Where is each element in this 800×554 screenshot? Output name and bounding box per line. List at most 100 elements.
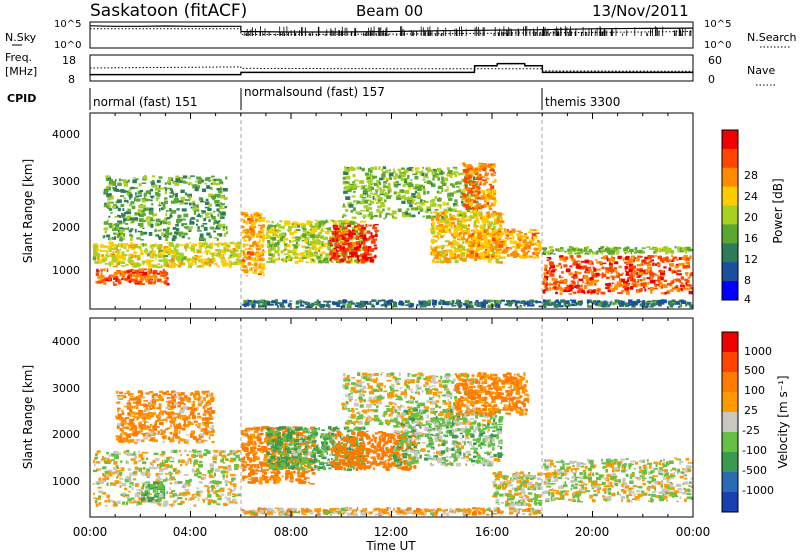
heatmap-cell [426,208,431,212]
heatmap-cell [572,281,575,284]
heatmap-cell [430,251,432,255]
heatmap-cell [497,236,501,239]
heatmap-cell [334,256,339,261]
heatmap-cell [271,220,274,224]
heatmap-cell [628,258,632,262]
heatmap-cell [172,235,177,240]
heatmap-cell [364,220,367,223]
heatmap-cell [629,248,635,252]
heatmap-cell [259,216,262,219]
heatmap-cell [167,232,173,236]
heatmap-cell [463,214,467,218]
heatmap-cell [108,186,111,191]
heatmap-cell [609,301,612,306]
heatmap-cell [380,201,385,206]
heatmap-cell [170,212,172,216]
heatmap-cell [373,224,376,227]
heatmap-cell [501,250,507,254]
heatmap-cell [203,242,208,246]
heatmap-cell [586,299,590,303]
heatmap-cell [498,243,504,248]
heatmap-cell [223,232,227,237]
heatmap-cell [470,167,474,170]
heatmap-cell [205,261,211,265]
heatmap-cell [329,238,334,241]
heatmap-cell [161,203,166,206]
heatmap-cell [105,186,108,190]
heatmap-cell [110,247,115,250]
heatmap-cell [93,246,99,250]
heatmap-cell [143,207,146,211]
heatmap-cell [470,250,474,254]
heatmap-cell [152,264,158,268]
heatmap-cell [631,305,636,308]
heatmap-cell [610,300,613,304]
heatmap-cell [576,264,580,268]
heatmap-cell [630,285,634,290]
heatmap-cell [340,232,343,236]
heatmap-cell [120,212,124,215]
heatmap-cell [452,240,456,243]
heatmap-cell [474,192,478,195]
heatmap-cell [199,246,202,251]
heatmap-cell [626,291,630,295]
heatmap-cell [564,279,568,282]
heatmap-cell [432,221,436,226]
heatmap-cell [274,249,279,254]
heatmap-cell [369,183,372,186]
heatmap-cell [485,196,490,201]
heatmap-cell [223,502,227,505]
heatmap-cell [384,191,388,194]
heatmap-cell [291,223,294,225]
heatmap-cell [449,206,451,210]
heatmap-cell [665,246,669,249]
heatmap-cell [351,241,354,244]
heatmap-cell [543,247,546,252]
heatmap-cell [353,246,359,251]
heatmap-cell [512,241,516,245]
heatmap-cell [175,223,179,227]
heatmap-cell [422,303,427,308]
heatmap-cell [121,277,124,280]
heatmap-cell [602,301,604,306]
heatmap-cell [163,277,167,280]
heatmap-cell [227,244,231,248]
heatmap-cell [314,234,317,237]
heatmap-cell [467,172,470,177]
heatmap-cell [134,228,137,233]
heatmap-cell [670,260,674,262]
heatmap-cell [319,235,324,238]
heatmap-cell [646,283,650,285]
heatmap-cell [171,209,177,214]
heatmap-cell [127,215,132,220]
heatmap-cell [382,171,386,174]
heatmap-cell [497,250,500,254]
heatmap-cell [249,218,253,220]
heatmap-cell [598,247,603,250]
heatmap-cell [325,253,331,257]
heatmap-cell [569,250,574,252]
heatmap-cell [564,304,568,308]
heatmap-cell [594,301,598,306]
heatmap-cell [166,277,169,280]
heatmap-cell [96,268,99,273]
heatmap-cell [418,211,420,215]
heatmap-cell [663,279,667,283]
heatmap-cell [386,177,389,181]
heatmap-cell [597,288,600,293]
heatmap-cell [495,304,497,308]
heatmap-cell [132,500,137,503]
heatmap-cell [500,233,504,236]
heatmap-cell [524,242,528,246]
heatmap-cell [268,253,273,257]
heatmap-cell [210,214,213,217]
heatmap-cell [548,261,554,266]
heatmap-cell [572,258,576,261]
heatmap-cell [145,199,151,201]
heatmap-cell [323,257,328,262]
heatmap-cell [241,262,246,265]
heatmap-cell [468,190,473,194]
heatmap-cell [276,229,280,233]
heatmap-cell [479,252,483,257]
heatmap-cell [344,166,347,169]
